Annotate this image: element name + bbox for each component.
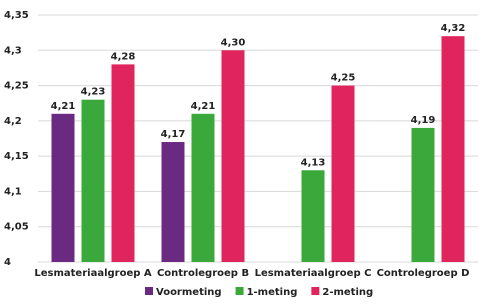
y-tick-label: 4,05: [4, 222, 29, 233]
legend-label: 2-meting: [322, 287, 373, 298]
value-label: 4,17: [161, 129, 186, 140]
bar: [191, 113, 215, 262]
y-tick-label: 4,15: [4, 151, 29, 162]
bar: [51, 113, 75, 262]
bar: [441, 36, 465, 262]
bar: [81, 99, 105, 262]
y-tick-label: 4,3: [4, 45, 22, 56]
bar: [301, 170, 325, 262]
legend-swatch: [311, 287, 320, 295]
bar: [411, 127, 435, 263]
bar: [331, 85, 355, 262]
value-label: 4,23: [81, 87, 106, 98]
legend-swatch: [235, 287, 244, 295]
value-label: 4,21: [191, 101, 216, 112]
value-label: 4,21: [51, 101, 76, 112]
value-label: 4,30: [221, 37, 246, 48]
value-label: 4,28: [111, 51, 136, 62]
legend-label: 1-meting: [247, 287, 298, 298]
x-tick-label: Controlegroep D: [377, 268, 470, 279]
y-tick-label: 4,25: [4, 81, 29, 92]
value-label: 4,32: [441, 23, 466, 34]
y-tick-label: 4,1: [4, 186, 22, 197]
y-tick-label: 4: [4, 257, 11, 268]
bar: [111, 64, 135, 263]
bar: [221, 50, 245, 263]
y-tick-label: 4,2: [4, 116, 22, 127]
legend-label: Voormeting: [156, 287, 222, 298]
y-tick-label: 4,35: [4, 10, 29, 21]
x-tick-label: Controlegroep B: [157, 268, 249, 279]
legend-swatch: [145, 287, 153, 295]
x-tick-label: Lesmateriaalgroep A: [34, 268, 152, 279]
x-tick-label: Lesmateriaalgroep C: [255, 268, 372, 279]
value-label: 4,13: [301, 157, 326, 168]
value-label: 4,25: [331, 73, 356, 84]
value-label: 4,19: [411, 115, 436, 126]
bar: [161, 142, 185, 262]
